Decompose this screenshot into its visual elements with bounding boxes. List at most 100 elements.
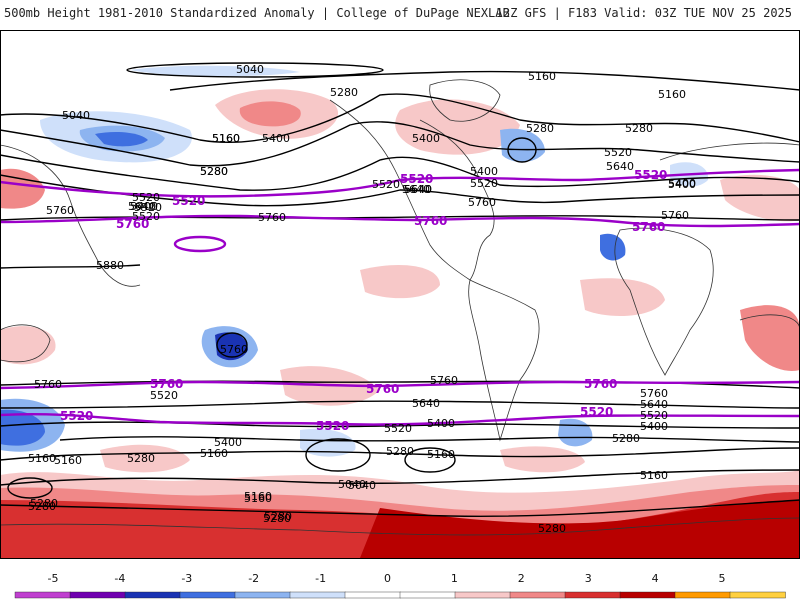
contour-5280-south: [0, 447, 800, 461]
height-contours: [0, 62, 800, 518]
colorbar-tick-label: -3: [181, 572, 193, 585]
contour-label: 5280: [30, 497, 58, 510]
contour-label: 5400: [668, 178, 696, 191]
colorbar-segment: [179, 591, 236, 599]
contour-label: 5160: [528, 70, 556, 83]
contour-5520: [0, 154, 800, 191]
contour-label: 5640: [402, 183, 430, 196]
contour-label: 5880: [96, 259, 124, 272]
purple-label: 5520: [580, 405, 613, 419]
contour-label: 5640: [128, 200, 156, 213]
colorbar-tick-label: 1: [450, 572, 458, 585]
colorbar-segment: [234, 591, 291, 599]
purple-label: 5760: [150, 377, 183, 391]
contour-label: 5160: [200, 447, 228, 460]
positive-anomaly: [395, 99, 520, 155]
contour-5400-south: [59, 436, 800, 443]
positive-anomaly: [580, 278, 665, 316]
contour-label: 5640: [640, 398, 668, 411]
colorbar-segment: [399, 591, 456, 599]
contour-label: 5280: [200, 165, 228, 178]
colorbar-segment: [619, 591, 676, 599]
contour-low-pacific: [216, 332, 248, 358]
contour-5280: [0, 93, 800, 143]
anomaly-shading: [0, 65, 800, 558]
contour-label: 5760: [640, 387, 668, 400]
colorbar-tick-label: 5: [718, 572, 726, 585]
contour-label: 5760: [46, 204, 74, 217]
colorbar-segment: [729, 591, 786, 599]
contour-label: 5040: [348, 479, 376, 492]
contour-label: 5760: [661, 209, 689, 222]
negative-anomaly: [215, 332, 248, 361]
positive-anomaly: [239, 101, 301, 127]
contour-label: 5400: [470, 165, 498, 178]
contour-label: 5160: [658, 88, 686, 101]
negative-anomaly: [300, 428, 356, 457]
positive-anomaly: [740, 305, 800, 371]
contour-label: 5280: [200, 165, 228, 178]
contour-label: 5280: [538, 522, 566, 535]
contour-5640-south: [0, 400, 800, 409]
negative-anomaly: [130, 65, 300, 77]
contour-labels: 5040 5160 5160 5280 5280 5280 5400 5400 …: [28, 63, 696, 535]
positive-anomaly: [720, 174, 800, 222]
contour-label: 5520: [384, 422, 412, 435]
purple-5760-high: [173, 235, 227, 253]
contour-label: 5280: [625, 122, 653, 135]
colorbar-segment: [674, 591, 731, 599]
negative-anomaly: [500, 128, 545, 163]
contour-label: 5160: [427, 448, 455, 461]
contour-5640: [0, 174, 800, 207]
contour-5400: [0, 121, 800, 167]
contour-label: 5640: [606, 160, 634, 173]
eurasia-coast: [0, 142, 800, 287]
contour-label: 5520: [132, 210, 160, 223]
purple-label: 5760: [414, 214, 447, 228]
contour-label: 5760: [34, 378, 62, 391]
contour-label: 5160: [212, 132, 240, 145]
contour-label: 5160: [640, 469, 668, 482]
contour-5040-north: [126, 62, 384, 78]
contour-label: 5520: [372, 178, 400, 191]
contour-5280-low-west: [7, 477, 53, 499]
contour-5040-south: [305, 438, 371, 472]
contour-5160: [169, 70, 800, 91]
colorbar-tick-label: 3: [584, 572, 592, 585]
contour-5160-south-low: [404, 447, 456, 473]
model-run-info: 12Z GFS | F183 Valid: 03Z TUE NOV 25 202…: [495, 6, 792, 20]
purple-label: 5760: [116, 217, 149, 231]
contour-5520-south: [0, 421, 800, 429]
contour-label: 5640: [412, 397, 440, 410]
colorbar-tick-label: 2: [517, 572, 525, 585]
colorbar-tick-label: -1: [315, 572, 327, 585]
contour-label: 5520: [132, 191, 160, 204]
purple-label: 5520: [400, 172, 433, 186]
africa-coast: [614, 227, 714, 376]
colorbar-segment: [289, 591, 346, 599]
antarctica-coast: [0, 517, 800, 536]
purple-label: 5520: [316, 419, 349, 433]
colorbar-tick-label: -2: [248, 572, 260, 585]
colorbar: -5 -4 -3 -2 -1 0 1 2 3 4 5: [0, 572, 800, 600]
positive-anomaly: [100, 444, 190, 473]
colorbar-segment: [124, 591, 181, 599]
contour-label: 5280: [386, 445, 414, 458]
purple-5520-north: [0, 168, 800, 198]
positive-anomaly: [360, 265, 440, 299]
south-america-coast: [468, 279, 540, 442]
purple-label: 5520: [172, 194, 205, 208]
contour-label: 5400: [214, 436, 242, 449]
colorbar-segment: [454, 591, 511, 599]
contour-label: 5640: [404, 183, 432, 196]
reference-labels: 5520 5520 5520 5760 5760 5760 5760 5760 …: [60, 168, 667, 433]
contour-5760-south: [0, 380, 800, 389]
negative-anomaly: [0, 409, 45, 446]
purple-label: 5760: [366, 382, 399, 396]
contour-5160-south: [0, 469, 800, 486]
chart-title: 500mb Height 1981-2010 Standardized Anom…: [4, 6, 510, 20]
contour-label: 5280: [264, 510, 292, 523]
contour-label: 5160: [212, 132, 240, 145]
contour-label: 5280: [526, 122, 554, 135]
positive-anomaly: [0, 326, 56, 365]
